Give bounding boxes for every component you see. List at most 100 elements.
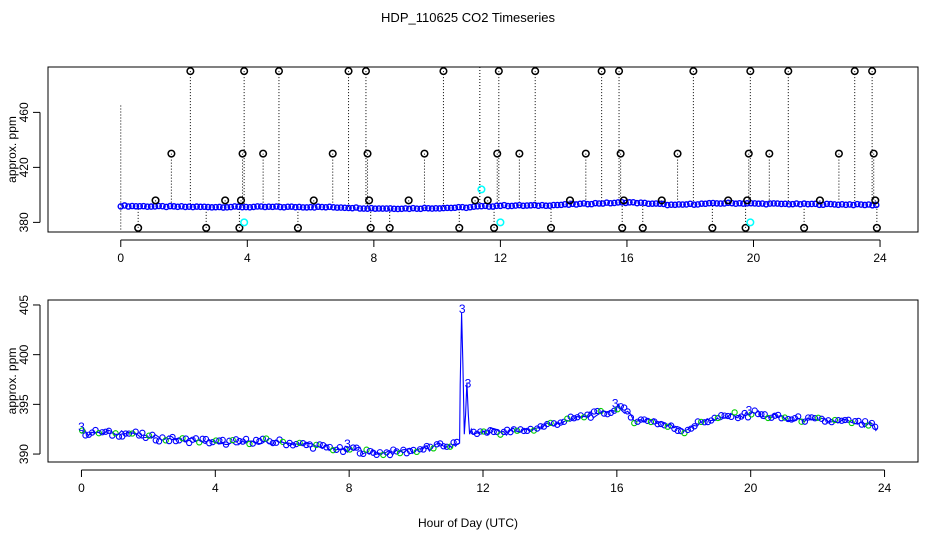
co2-point [808, 200, 816, 208]
raw-spike-point [293, 223, 302, 232]
y-axis-label: approx. ppm [5, 116, 19, 183]
co2-point [249, 440, 256, 447]
co2-point [698, 200, 705, 207]
co2-point [603, 199, 610, 206]
co2-point [172, 438, 179, 445]
co2-point [861, 201, 869, 209]
flagged-point [496, 218, 505, 227]
co2-point [343, 445, 350, 453]
y-tick-label: 400 [17, 344, 31, 364]
co2-point [242, 203, 250, 211]
co2-point [293, 440, 300, 448]
co2-point [560, 418, 568, 425]
co2-point [269, 203, 276, 211]
co2-point [269, 439, 277, 447]
co2-point [336, 444, 343, 451]
co2-point [694, 418, 701, 425]
co2-point [671, 201, 679, 209]
co2-point [523, 202, 531, 209]
co2-point [200, 203, 208, 211]
co2-point [420, 446, 427, 453]
flag-label: 3 [459, 302, 466, 316]
co2-point [311, 204, 318, 211]
co2-point [145, 432, 153, 439]
co2-point [535, 202, 542, 210]
co2-point [858, 421, 865, 428]
flag-label: 3 [465, 376, 472, 390]
co2-point [865, 201, 872, 208]
co2-point [538, 201, 546, 209]
co2-point [857, 201, 865, 208]
co2-point [785, 201, 793, 208]
co2-point [222, 441, 230, 448]
co2-point [774, 200, 781, 207]
co2-point [516, 201, 523, 209]
co2-point [299, 439, 307, 447]
co2-point [637, 199, 645, 206]
co2-point [193, 203, 200, 210]
raw-spike-point [455, 223, 464, 232]
co2-point [115, 433, 123, 440]
co2-point [600, 410, 608, 417]
co2-point [705, 199, 713, 207]
co2-point [841, 416, 849, 424]
co2-point [557, 201, 565, 209]
co2-point [337, 204, 345, 211]
co2-point [512, 202, 519, 209]
co2-point [815, 201, 823, 209]
raw-spike-point [657, 196, 666, 205]
raw-spike-point [420, 149, 429, 158]
raw-spike-point [236, 196, 246, 205]
flag-label: 3 [344, 437, 351, 451]
co2-point [330, 203, 337, 211]
co2-point [821, 418, 829, 425]
co2-point [390, 446, 397, 453]
co2-point [349, 204, 356, 212]
co2-point [155, 202, 163, 210]
co2-point [182, 435, 190, 442]
raw-spike-point [515, 149, 524, 158]
raw-spike-point [784, 67, 793, 76]
co2-point [641, 199, 648, 207]
raw-spike-point [689, 67, 698, 76]
co2-point [436, 205, 443, 212]
co2-point [497, 202, 504, 210]
co2-point [527, 425, 534, 433]
co2-point [296, 439, 303, 446]
co2-point [250, 203, 257, 211]
raw-spike-point [490, 223, 499, 232]
co2-point [641, 416, 648, 423]
co2-point [846, 201, 853, 208]
co2-point [426, 443, 434, 450]
flagged-point [746, 218, 755, 227]
co2-point [387, 205, 394, 212]
x-tick-label: 4 [212, 481, 219, 495]
raw-spike-point [871, 196, 880, 205]
co2-point [561, 200, 569, 208]
co2-point [212, 203, 219, 211]
raw-spike-point [235, 223, 244, 232]
co2-point [798, 418, 805, 425]
co2-point [527, 202, 535, 209]
co2-point [273, 203, 280, 210]
raw-spike-point [221, 196, 230, 205]
co2-point [800, 200, 808, 207]
co2-point [711, 414, 718, 421]
co2-point [595, 200, 603, 207]
raw-spike-point [385, 223, 394, 232]
co2-point [748, 411, 755, 418]
co2-point [450, 439, 457, 446]
raw-spike-point [708, 223, 717, 232]
raw-spike-point [800, 223, 809, 232]
co2-point [477, 428, 484, 435]
co2-point [209, 439, 216, 446]
raw-spike-point [850, 67, 859, 76]
co2-point [155, 438, 163, 445]
co2-point [741, 409, 748, 417]
co2-point [611, 407, 618, 414]
co2-point [284, 203, 292, 211]
co2-point [698, 418, 705, 426]
raw-spike-point [483, 196, 492, 205]
co2-point [834, 201, 842, 209]
raw-spike-point [868, 67, 877, 76]
